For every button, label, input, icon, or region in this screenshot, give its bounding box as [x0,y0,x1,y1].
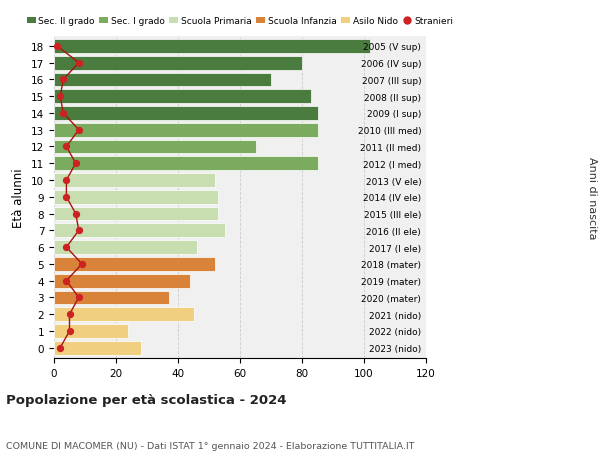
Point [74,294,83,302]
Bar [54,107,317,121]
Bar [54,291,169,305]
Point [62,144,71,151]
Bar [54,308,193,321]
Point [77,261,87,268]
Point [59,77,68,84]
Point [59,110,68,118]
Legend: Sec. II grado, Sec. I grado, Scuola Primaria, Scuola Infanzia, Asilo Nido, Stran: Sec. II grado, Sec. I grado, Scuola Prim… [26,17,454,26]
Point [52,43,62,50]
Bar [54,174,215,187]
Bar [54,123,317,137]
Point [62,244,71,251]
Point [65,328,74,335]
Point [65,311,74,318]
Bar [54,190,218,204]
Point [62,177,71,185]
Point [71,160,80,168]
Bar [54,325,128,338]
Bar [54,274,190,288]
Bar [54,207,218,221]
Bar [54,90,311,104]
Text: COMUNE DI MACOMER (NU) - Dati ISTAT 1° gennaio 2024 - Elaborazione TUTTITALIA.IT: COMUNE DI MACOMER (NU) - Dati ISTAT 1° g… [6,441,415,450]
Bar [54,157,317,171]
Bar [54,224,224,238]
Point [55,93,65,101]
Text: Anni di nascita: Anni di nascita [587,156,597,239]
Bar [54,257,215,271]
Text: Popolazione per età scolastica - 2024: Popolazione per età scolastica - 2024 [6,393,287,406]
Point [55,344,65,352]
Point [62,277,71,285]
Point [71,210,80,218]
Bar [54,241,197,254]
Y-axis label: Età alunni: Età alunni [13,168,25,227]
Bar [54,40,370,54]
Bar [54,140,256,154]
Point [74,127,83,134]
Point [62,194,71,201]
Point [74,227,83,235]
Bar [54,73,271,87]
Point [74,60,83,67]
Bar [54,341,141,355]
Bar [54,56,302,70]
